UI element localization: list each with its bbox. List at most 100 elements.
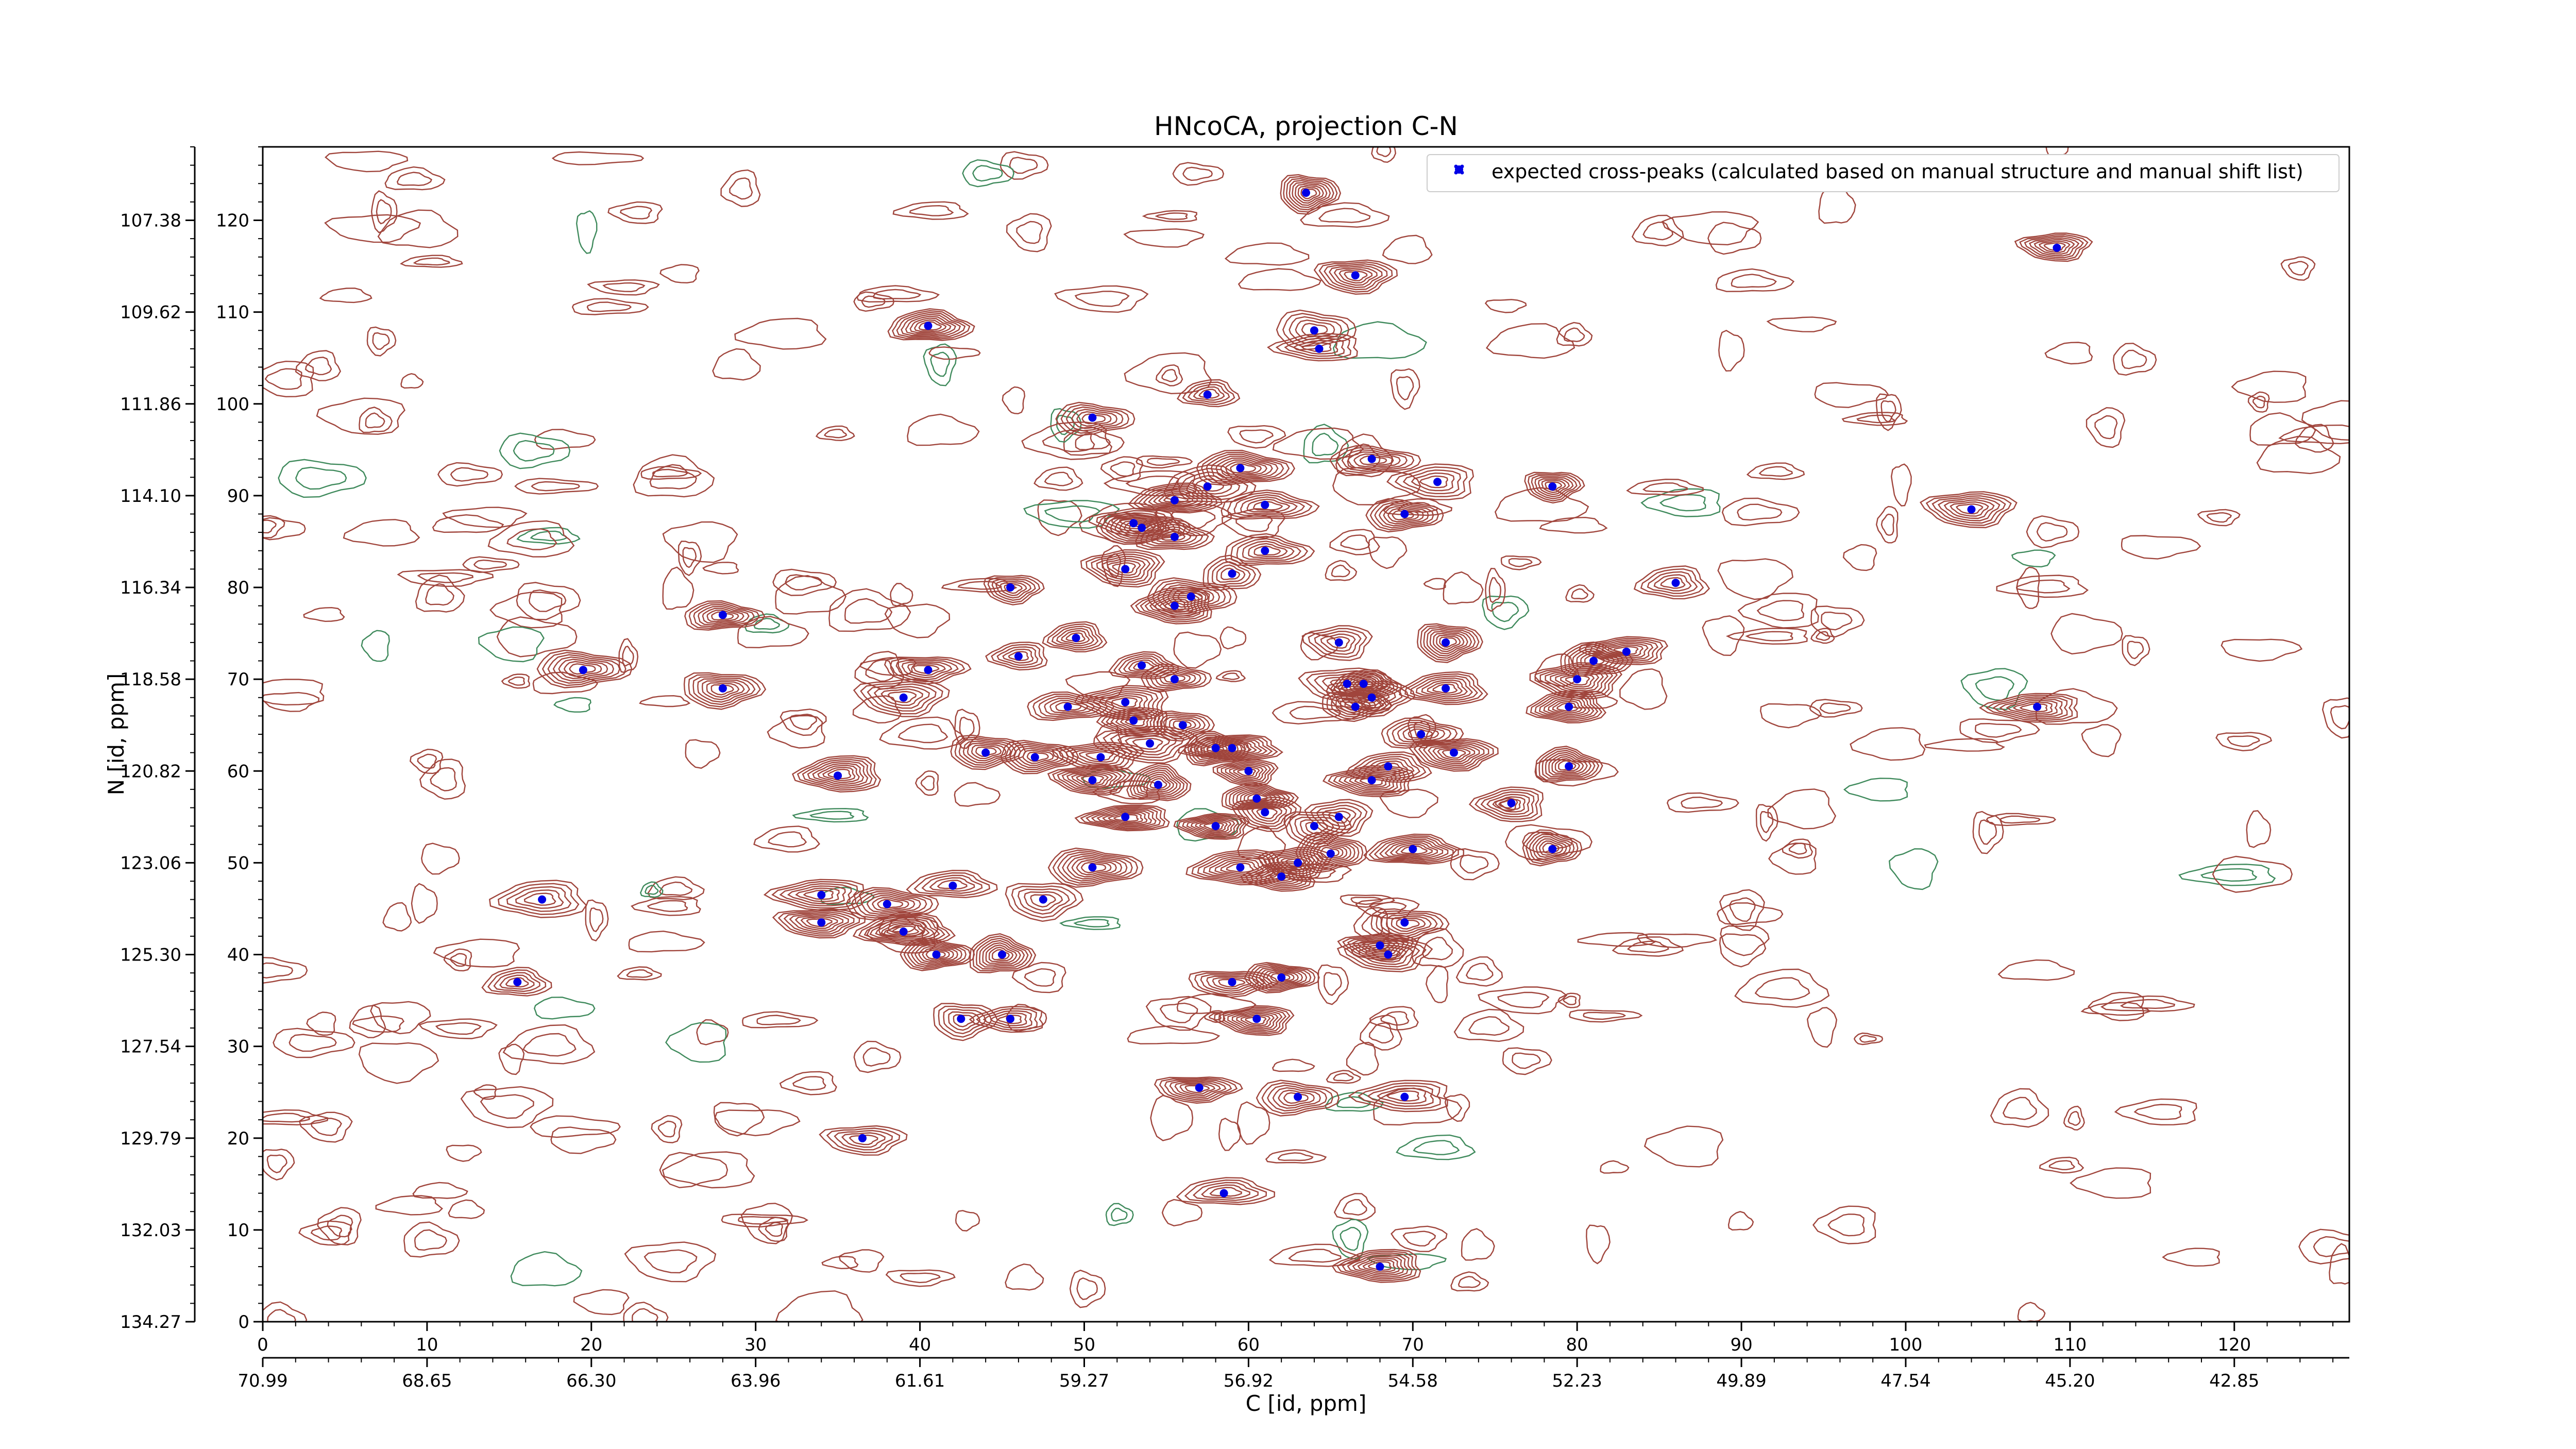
cross-peak-marker (1039, 895, 1047, 904)
peak-contour-ring (1556, 702, 1579, 712)
noise-contour-ring (714, 1109, 801, 1137)
peak-contour (1042, 621, 1108, 653)
noise-contour (298, 1111, 353, 1143)
peak-contour-ring (1256, 807, 1278, 819)
peak-contour-ring (1391, 917, 1426, 932)
peak-contour-ring (1223, 1008, 1287, 1033)
peak-contour-ring (1348, 1080, 1448, 1113)
peak-contour (1095, 726, 1198, 764)
noise-contour-ring (2026, 515, 2080, 549)
noise-contour-ring (1458, 1275, 1481, 1288)
peak-contour-ring (1538, 695, 1595, 719)
noise-contour (1809, 699, 1863, 718)
noise-contour-ring (1074, 291, 1130, 307)
noise-contour-ring (647, 900, 688, 912)
peak-contour-ring (979, 940, 1025, 968)
noise-contour-ring (767, 715, 826, 749)
noise-contour-negative-ring (1340, 1226, 1362, 1251)
noise-contour-negative-ring (510, 1251, 583, 1287)
peak-contour-ring (1589, 639, 1659, 662)
peak-contour-ring (1437, 747, 1471, 761)
noise-contour-ring (1643, 1125, 1724, 1168)
noise-contour-ring (2063, 1105, 2085, 1131)
noise-contour-ring (1333, 1072, 1354, 1082)
peak-contour-ring (1541, 480, 1566, 494)
peak-contour-ring (1071, 771, 1113, 787)
peak-contour-ring (1383, 506, 1424, 525)
noise-contour (1346, 1041, 1379, 1076)
peak-contour (1329, 445, 1421, 476)
peak-contour (1244, 962, 1320, 993)
cross-peak-marker (1400, 918, 1409, 927)
noise-contour (2280, 256, 2316, 281)
noise-contour (1997, 959, 2075, 981)
peak-contour-ring (1078, 749, 1121, 763)
noise-contour (306, 1012, 336, 1036)
noise-contour-ring (1767, 788, 1837, 830)
peak-contour-ring (962, 740, 1012, 764)
noise-contour-ring (1340, 894, 1396, 908)
cross-peak-marker (932, 950, 941, 959)
peak-contour-ring (996, 1015, 1022, 1024)
noise-contour-ring (1376, 147, 1392, 157)
peak-contour-ring (905, 315, 956, 335)
peak-contour-ring (1163, 673, 1186, 683)
noise-contour-ring (2246, 810, 2272, 848)
peak-contour-ring (569, 663, 596, 675)
noise-contour-ring (443, 948, 472, 972)
peak-contour-ring (907, 663, 946, 677)
peak-contour-ring (1306, 838, 1355, 867)
noise-contour (2329, 1243, 2349, 1285)
peak-contour-ring (802, 759, 873, 789)
cross-peak-marker (1302, 189, 1310, 197)
peak-contour-ring (910, 942, 963, 966)
x-axis: 0 10 20 30 40 50 60 70 80 90 100 110 120 (257, 1322, 2334, 1355)
peak-contour-ring (1526, 831, 1579, 865)
cross-peak-marker (1442, 638, 1450, 647)
peak-contour-ring (1260, 868, 1299, 885)
peak-contour-ring (1275, 335, 1351, 359)
peak-contour (1524, 471, 1585, 504)
noise-contour (1734, 968, 1830, 1008)
noise-contour-ring (729, 177, 753, 200)
noise-contour-ring (1642, 221, 1674, 241)
noise-contour-negative-ring (645, 885, 659, 895)
noise-contour-ring (1136, 455, 1193, 469)
peak-contour (1304, 799, 1374, 837)
peak-contour (985, 642, 1048, 671)
peak-contour-ring (1143, 773, 1174, 793)
noise-contour-negative (553, 697, 591, 713)
noise-contour-ring (2050, 613, 2123, 655)
noise-contour-ring (263, 519, 277, 534)
noise-contour-ring (1161, 1199, 1203, 1227)
cross-peak-marker (718, 611, 727, 619)
noise-contour-ring (359, 407, 393, 433)
cross-peak-marker (981, 748, 990, 757)
noise-contour-ring (1222, 672, 1240, 680)
peak-contour-ring (1386, 1090, 1419, 1102)
peak-contour-ring (1316, 845, 1344, 861)
cross-peak-marker (2053, 243, 2061, 252)
noise-contour-ring (1402, 1231, 1436, 1246)
noise-contour (659, 1152, 728, 1188)
noise-contour-negative (361, 630, 390, 662)
peak-contour-ring (1065, 745, 1133, 767)
peak-contour-ring (800, 916, 838, 929)
noise-contour-ring (1737, 503, 1783, 521)
noise-contour-negative-ring (1396, 1134, 1476, 1160)
noise-contour-ring (437, 462, 503, 487)
peak-contour-ring (1280, 856, 1311, 870)
noise-contour (1636, 933, 1718, 949)
peak-contour (1225, 533, 1315, 566)
noise-contour-ring (1289, 705, 1342, 720)
peak-contour (1047, 764, 1136, 796)
noise-contour-negative-ring (1044, 505, 1101, 523)
peak-contour-ring (795, 887, 840, 902)
noise-contour (2114, 1098, 2197, 1126)
noise-contour (1612, 936, 1684, 957)
noise-contour (298, 1220, 352, 1246)
noise-contour-ring (677, 541, 702, 577)
peak-contour-ring (1943, 499, 1995, 519)
peak-contour-ring (1242, 541, 1295, 560)
